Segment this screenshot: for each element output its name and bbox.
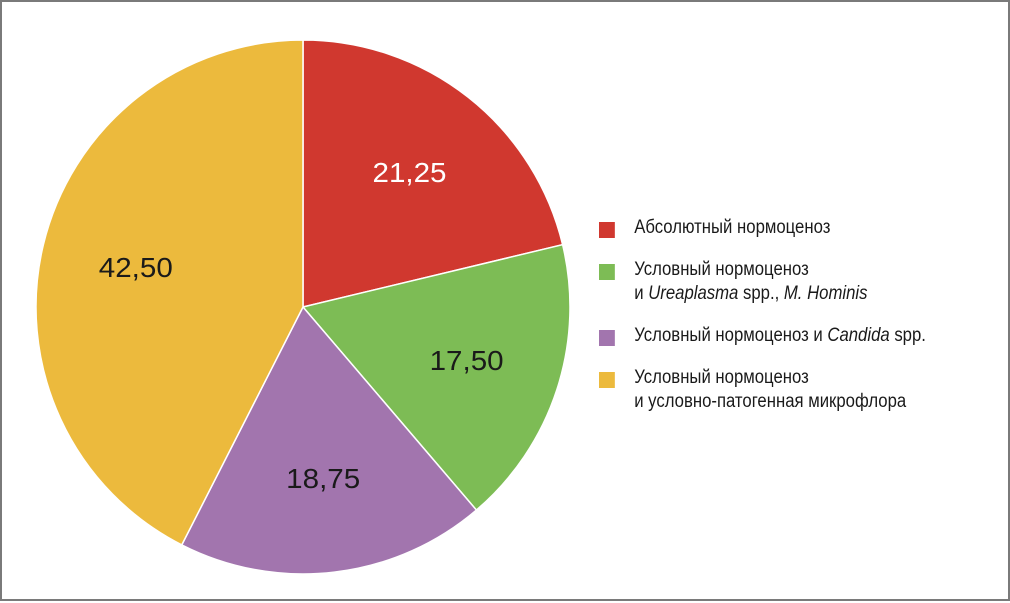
legend-swatch-3: [599, 330, 615, 346]
legend-label-line: и Ureaplasma spp., M. Hominis: [634, 282, 926, 306]
legend-swatch-2: [599, 264, 615, 280]
pie-slice-1: [302, 39, 564, 308]
legend-label-line: и условно-патогенная микрофлора: [634, 390, 926, 414]
legend-label-segment: Абсолютный нормоценоз: [634, 217, 831, 238]
legend-label-segment: Условный нормоценоз: [634, 259, 809, 280]
legend-label-segment: Candida: [827, 325, 890, 346]
legend-label-segment: spp.: [889, 325, 926, 346]
legend-item-3: Условный нормоценоз и Candida spp.: [599, 324, 926, 348]
slice-value-label-1: 21,25: [373, 157, 447, 188]
legend-item-1: Абсолютный нормоценоз: [599, 216, 926, 240]
legend-label-segment: и: [634, 283, 649, 304]
legend-label-line: Условный нормоценоз: [634, 366, 926, 390]
legend-label-segment: Условный нормоценоз: [634, 367, 809, 388]
legend-item-4: Условный нормоценоз и условно-патогенная …: [599, 366, 926, 414]
legend-label-segment: M. Hominis: [783, 283, 868, 304]
slice-value-label-2: 17,50: [430, 345, 504, 376]
legend-label-segment: и условно-патогенная микрофлора: [634, 391, 907, 412]
legend-item-2: Условный нормоценоз и Ureaplasma spp., M.…: [599, 258, 926, 306]
pie-slice-3: [180, 305, 478, 575]
slice-value-label-3: 18,75: [286, 463, 360, 494]
pie-slice-2: [301, 243, 571, 512]
legend-label-line: Условный нормоценоз и Candida spp.: [634, 324, 926, 348]
pie-slice-4: [35, 39, 304, 546]
legend-label-line: Условный нормоценоз: [634, 258, 926, 282]
legend-swatch-1: [599, 222, 615, 238]
legend-label-segment: Условный нормоценоз и: [634, 325, 828, 346]
slice-value-label-4: 42,50: [99, 252, 173, 283]
legend-label-line: Абсолютный нормоценоз: [634, 216, 926, 240]
legend-label-segment: Ureaplasma: [648, 283, 739, 304]
legend: Абсолютный нормоценоз Условный нормоценоз…: [599, 216, 926, 414]
legend-swatch-4: [599, 372, 615, 388]
legend-label-segment: spp.,: [738, 283, 784, 304]
